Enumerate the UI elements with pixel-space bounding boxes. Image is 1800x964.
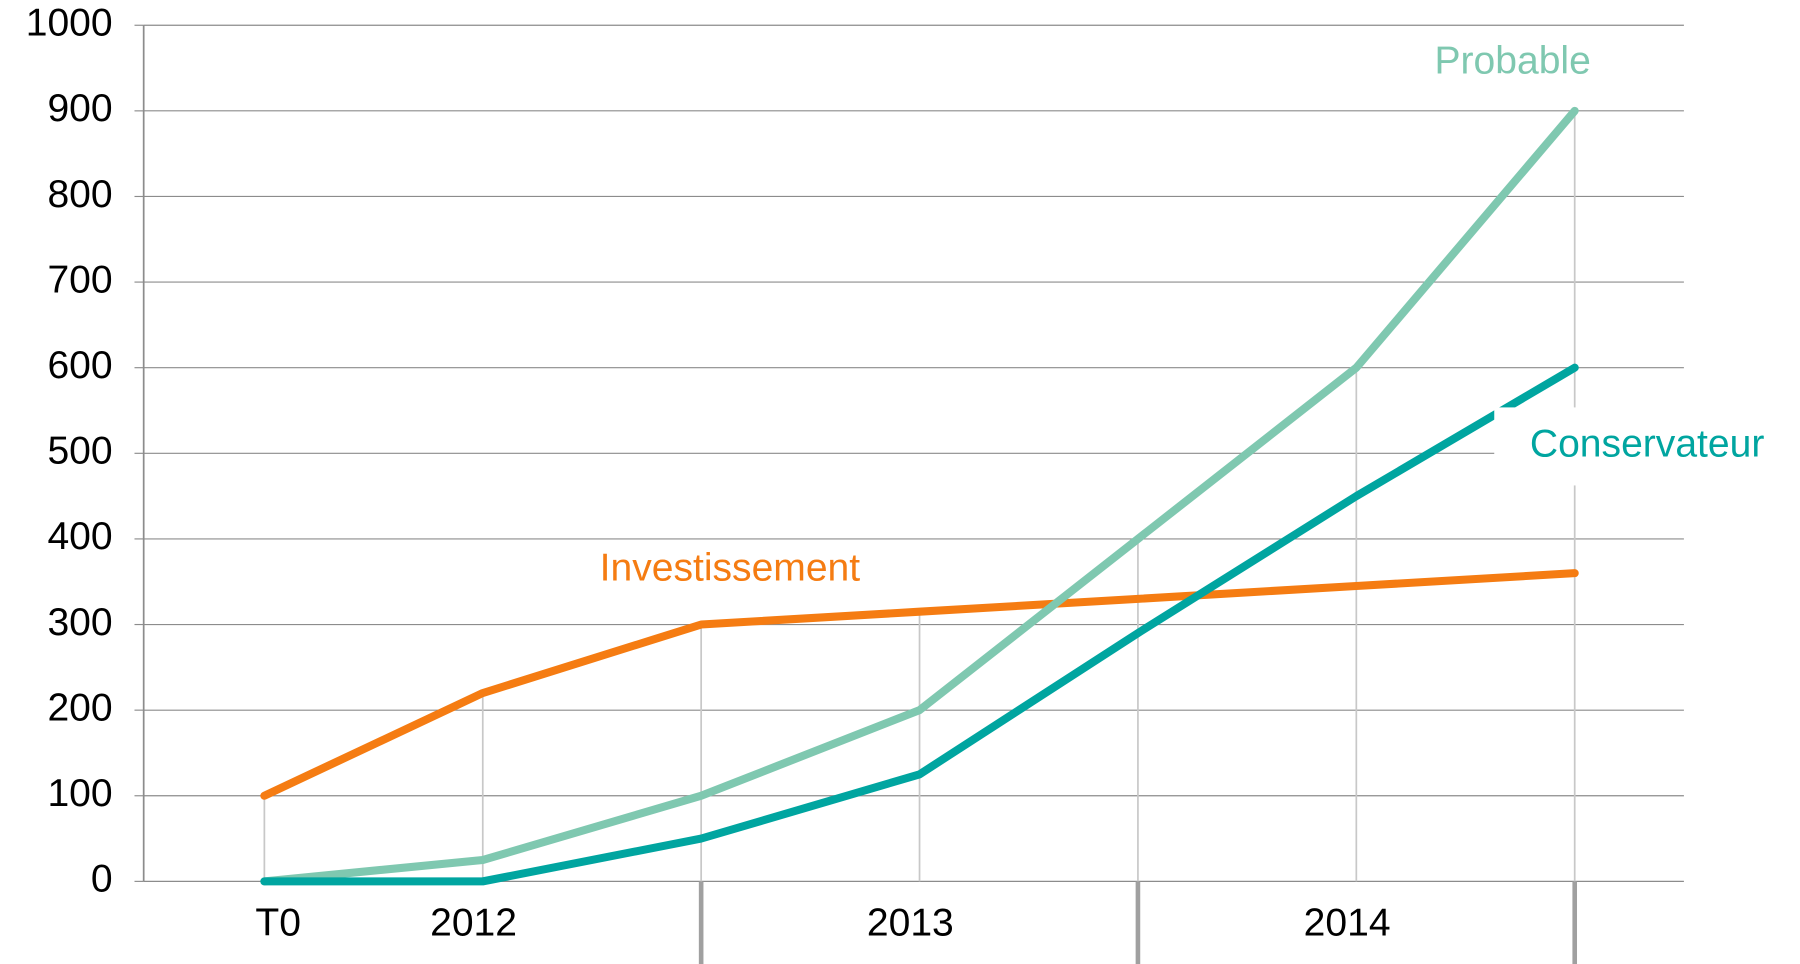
y-tick-label: 700 <box>47 258 112 301</box>
x-tick-label: 2014 <box>1304 901 1391 944</box>
series-line <box>260 363 1579 886</box>
y-tick-label: 400 <box>47 515 112 558</box>
y-tick-label: 300 <box>47 601 112 644</box>
y-tick-label: 500 <box>47 430 112 473</box>
series-label: Conservateur <box>1530 423 1764 466</box>
y-tick-label: 800 <box>47 173 112 216</box>
x-tick-label: T0 <box>255 901 301 944</box>
series-line <box>260 569 1579 800</box>
y-tick-label: 1000 <box>26 2 113 45</box>
y-tick-label: 200 <box>47 686 112 729</box>
y-tick-label: 600 <box>47 344 112 387</box>
y-tick-label: 100 <box>47 772 112 815</box>
x-tick-label: 2013 <box>867 901 954 944</box>
series-label: Investissement <box>600 547 861 590</box>
x-tick-label: 2012 <box>430 901 517 944</box>
series-line <box>260 106 1579 886</box>
y-tick-label: 900 <box>47 87 112 130</box>
y-tick-label: 0 <box>91 858 113 901</box>
series-label: Probable <box>1434 39 1590 82</box>
label-background <box>1494 407 1800 486</box>
